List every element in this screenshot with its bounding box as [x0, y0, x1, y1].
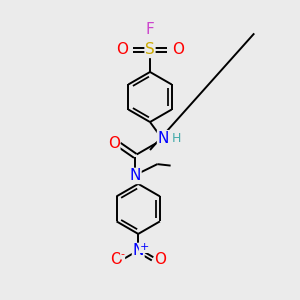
- Text: N: N: [130, 168, 141, 183]
- Text: +: +: [140, 242, 149, 253]
- Text: N: N: [158, 131, 169, 146]
- Text: H: H: [172, 132, 181, 145]
- Text: N: N: [133, 244, 144, 259]
- Text: -: -: [121, 249, 124, 259]
- Text: O: O: [116, 42, 128, 57]
- Text: O: O: [108, 136, 120, 151]
- Text: O: O: [172, 42, 184, 57]
- Text: O: O: [110, 252, 122, 267]
- Text: F: F: [146, 22, 154, 38]
- Text: O: O: [154, 252, 166, 267]
- Text: S: S: [145, 42, 155, 57]
